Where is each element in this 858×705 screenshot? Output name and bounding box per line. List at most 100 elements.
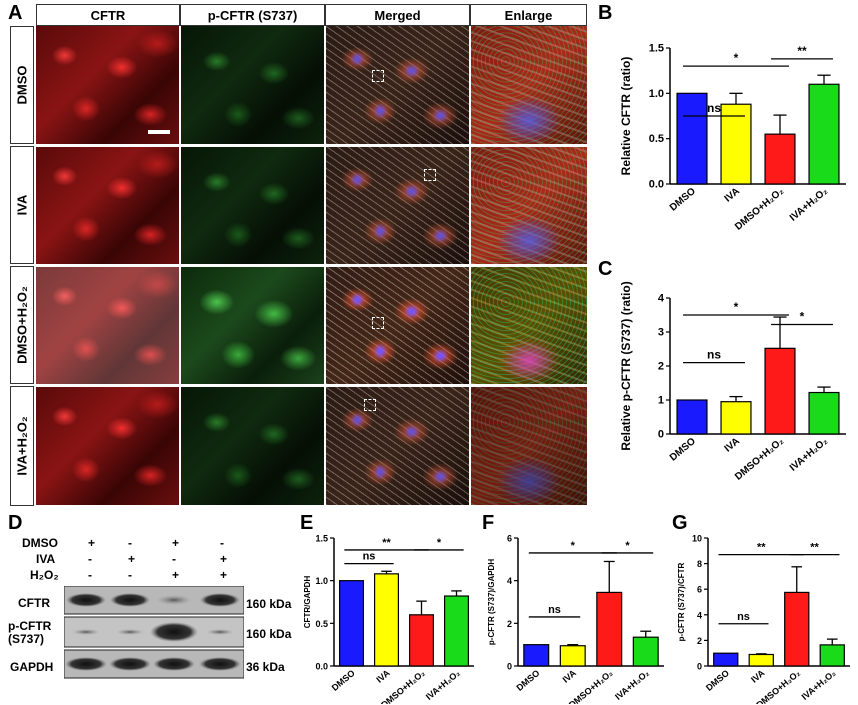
- bar: [720, 103, 752, 185]
- sign: +: [128, 552, 136, 566]
- panel-letter-g: G: [672, 512, 688, 534]
- bar-chart-b: 0.0 0.5 1.0 1.5 Relative CFTR (ratio) DMSO IVA…: [619, 43, 846, 233]
- row-header-iva-h2o2: IVA+H₂O₂: [10, 386, 34, 506]
- image-cftr-dmso: [36, 26, 179, 144]
- image-enlarge-iva: [471, 147, 587, 264]
- significance-label: *: [571, 540, 576, 552]
- bar: [408, 614, 434, 667]
- y-tick-label: 8: [697, 559, 702, 569]
- y-axis-label: p-CFTR (S737)/CFTR: [677, 562, 686, 641]
- band: [156, 595, 192, 605]
- sign: -: [128, 536, 132, 550]
- band: [110, 593, 150, 607]
- image-enlarge-dmso: [471, 26, 587, 144]
- band-label-p-cftr: p-CFTR (S737): [8, 619, 52, 646]
- sign: +: [220, 568, 228, 582]
- band: [109, 657, 151, 671]
- y-tick-label: 0.0: [649, 179, 664, 191]
- significance-label: **: [797, 44, 807, 58]
- image-merged-iva-h2o2: [326, 387, 469, 505]
- y-tick-label: 10: [692, 534, 702, 544]
- significance-label: *: [734, 51, 739, 65]
- band-label-gapdh: GAPDH: [10, 660, 54, 674]
- bar: [784, 591, 810, 667]
- sign: +: [172, 568, 180, 582]
- significance-label: ns: [707, 101, 721, 115]
- x-tick-label: IVA: [561, 668, 579, 685]
- significance-label: *: [800, 310, 805, 324]
- sign: -: [88, 568, 92, 582]
- y-tick-label: 2: [697, 636, 702, 646]
- bar: [444, 595, 470, 667]
- image-enlarge-dmso-h2o2: [471, 267, 587, 384]
- x-tick-label: DMSO: [668, 186, 698, 214]
- image-merged-dmso-h2o2: [326, 267, 469, 384]
- bar: [559, 645, 586, 667]
- x-tick-label: IVA: [749, 668, 767, 685]
- y-tick-label: 0.5: [649, 133, 664, 145]
- sign: +: [220, 552, 228, 566]
- panel-letter-b: B: [598, 2, 613, 24]
- y-tick-label: 1: [658, 395, 664, 407]
- panel-letter-a: A: [8, 2, 23, 24]
- y-tick-label: 0: [507, 662, 512, 672]
- image-p-cftr-dmso-h2o2: [181, 267, 324, 384]
- image-enlarge-iva-h2o2: [471, 387, 587, 505]
- x-tick-label: IVA+H₂O₂: [424, 668, 462, 702]
- band-size-gapdh: 36 kDa: [246, 660, 285, 674]
- band: [150, 622, 198, 642]
- significance-label: *: [625, 540, 630, 552]
- significance-label: **: [757, 542, 766, 554]
- sign: -: [128, 568, 132, 582]
- sign: -: [220, 536, 224, 550]
- image-cftr-iva-h2o2: [36, 387, 179, 505]
- band: [72, 629, 100, 635]
- bar: [596, 591, 623, 667]
- x-tick-label: IVA+H₂O₂: [800, 668, 838, 702]
- y-tick-label: 4: [658, 293, 665, 305]
- bar: [338, 580, 364, 667]
- y-axis-label: Relative p-CFTR (S737) (ratio): [619, 281, 633, 450]
- y-tick-label: 0: [658, 429, 664, 441]
- band: [116, 629, 144, 635]
- x-tick-label: IVA: [723, 436, 742, 455]
- x-tick-label: IVA: [374, 668, 392, 685]
- sign: +: [172, 536, 180, 550]
- roi-box: [364, 399, 376, 411]
- roi-box: [424, 169, 436, 181]
- x-tick-label: DMSO: [704, 668, 731, 693]
- bar: [676, 399, 708, 435]
- bar-chart-c: 0 1 2 3 4 Relative p-CFTR (S737) (ratio) DMSO I…: [619, 281, 846, 483]
- image-p-cftr-iva: [181, 147, 324, 264]
- y-tick-label: 0.5: [315, 619, 328, 629]
- band: [199, 657, 241, 671]
- band: [153, 657, 195, 671]
- column-header-enlarge: Enlarge: [470, 4, 587, 26]
- roi-box: [372, 317, 384, 329]
- x-tick-label: DMSO: [668, 436, 698, 464]
- y-tick-label: 1.0: [315, 576, 328, 586]
- treatment-label-h2o2: H₂O₂: [30, 568, 59, 582]
- bar: [764, 133, 796, 185]
- y-tick-label: 1.5: [315, 534, 328, 544]
- roi-box: [372, 70, 384, 82]
- bar: [720, 401, 752, 435]
- image-p-cftr-dmso: [181, 26, 324, 144]
- band-size-p-cftr: 160 kDa: [246, 627, 292, 641]
- column-header-merged: Merged: [325, 4, 470, 26]
- bar: [808, 391, 840, 435]
- y-axis-label: CFTR/GAPDH: [303, 576, 312, 629]
- bar: [632, 636, 659, 667]
- scale-bar: [148, 130, 170, 134]
- significance-label: ns: [737, 611, 750, 623]
- x-tick-label: DMSO: [330, 668, 357, 693]
- x-tick-label: DMSO+H₂O₂: [733, 186, 786, 233]
- column-header-p-cftr: p-CFTR (S737): [180, 4, 325, 26]
- y-tick-label: 2: [658, 361, 664, 373]
- y-axis-label: Relative CFTR (ratio): [619, 57, 633, 176]
- significance-label: *: [734, 300, 739, 314]
- image-cftr-dmso-h2o2: [36, 267, 179, 384]
